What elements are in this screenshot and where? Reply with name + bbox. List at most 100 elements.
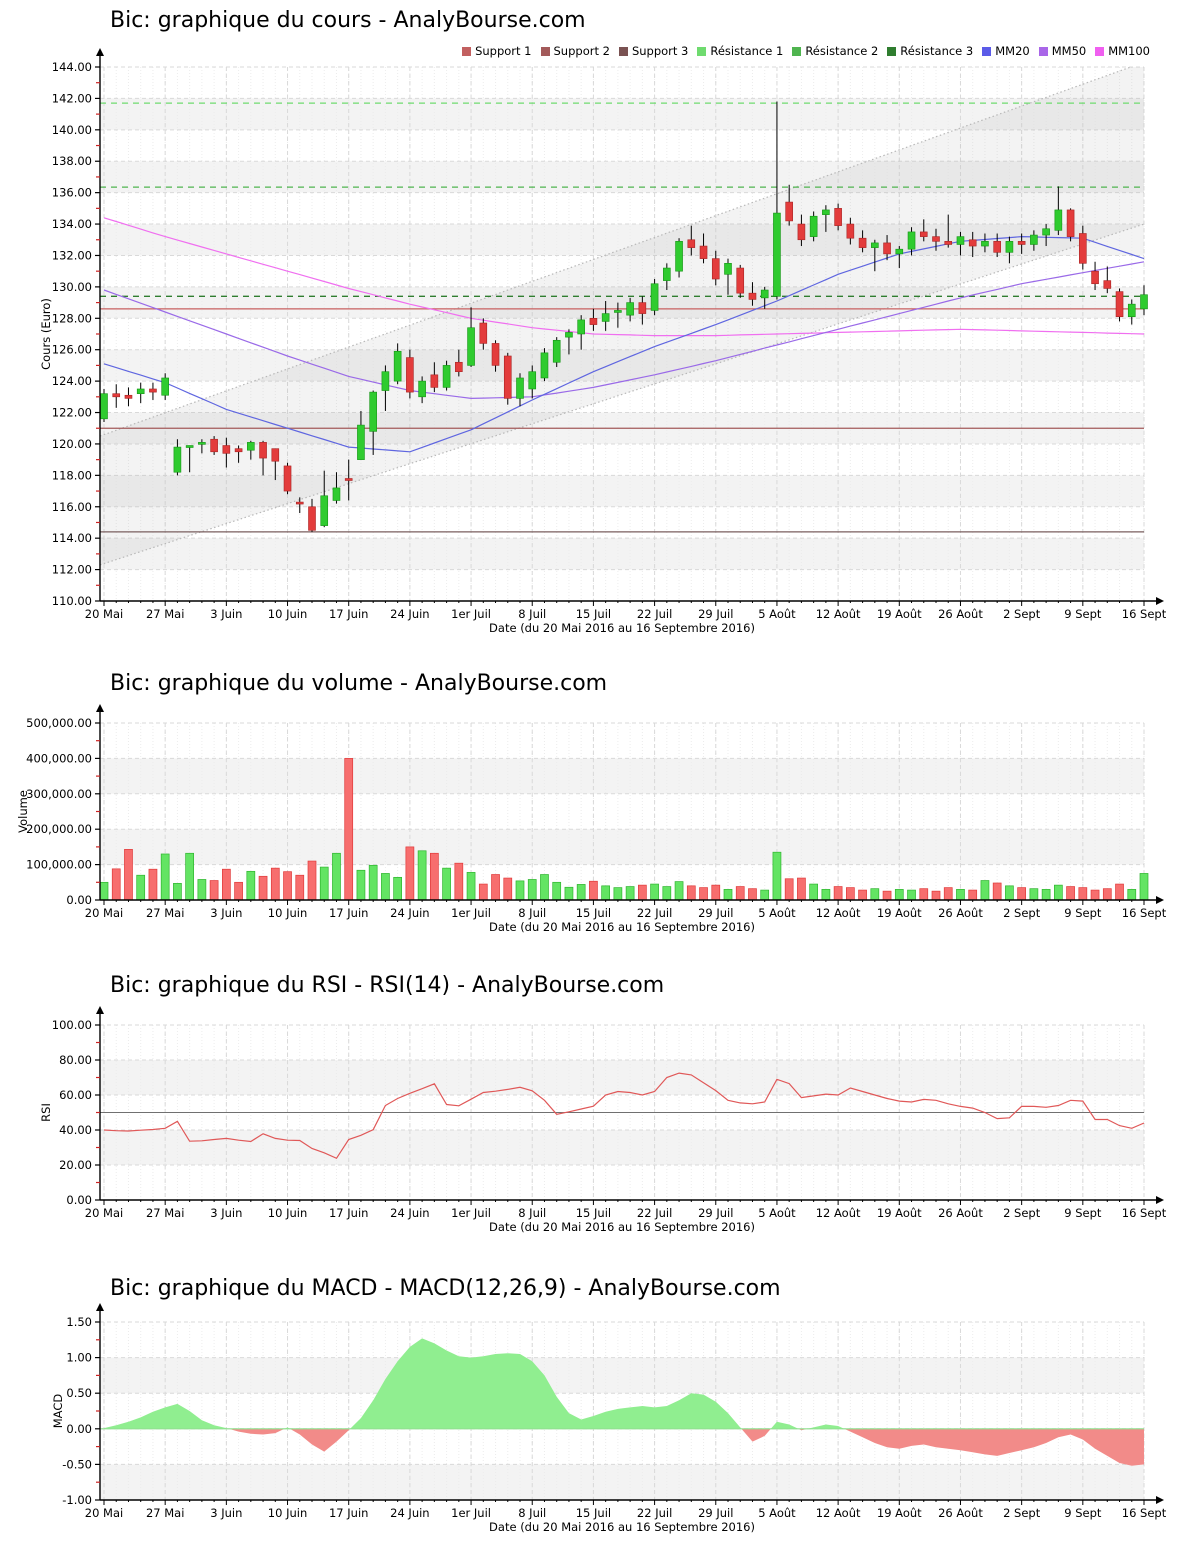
svg-text:9 Sept: 9 Sept: [1064, 906, 1102, 920]
legend-swatch-icon: [618, 46, 628, 56]
svg-text:Date (du 20 Mai 2016 au 16 Sep: Date (du 20 Mai 2016 au 16 Septembre 201…: [489, 920, 755, 934]
svg-text:124.00: 124.00: [52, 374, 92, 388]
legend-item-mm20: MM20: [982, 44, 1030, 58]
macd-chart: -1.00 -0.50 0.00 0.50 1.00 1.50 20 Mai 27 Mai 3 …: [51, 1303, 1167, 1534]
svg-text:130.00: 130.00: [52, 280, 92, 294]
legend-item-resistance-2: Résistance 2: [792, 44, 878, 58]
svg-text:17 Juin: 17 Juin: [329, 1206, 368, 1220]
svg-text:114.00: 114.00: [52, 531, 92, 545]
legend-label: MM20: [995, 44, 1030, 58]
svg-text:16 Sept: 16 Sept: [1122, 607, 1167, 621]
legend-item-support-3: Support 3: [618, 44, 689, 58]
mm50-line: [103, 261, 1145, 400]
svg-text:136.00: 136.00: [52, 186, 92, 200]
svg-text:17 Juin: 17 Juin: [329, 1506, 368, 1520]
svg-text:400,000.00: 400,000.00: [26, 751, 92, 765]
svg-text:22 Juil: 22 Juil: [637, 1206, 672, 1220]
svg-text:1.00: 1.00: [66, 1351, 92, 1365]
svg-text:22 Juil: 22 Juil: [637, 906, 672, 920]
legend-item-support-2: Support 2: [540, 44, 610, 58]
svg-text:-0.50: -0.50: [62, 1457, 92, 1471]
legend-swatch-icon: [1095, 46, 1105, 56]
svg-text:40.00: 40.00: [59, 1123, 92, 1137]
svg-text:1er Juil: 1er Juil: [451, 607, 491, 621]
rsi-chart-title: Bic: graphique du RSI - RSI(14) - AnalyB…: [110, 973, 665, 998]
svg-text:Cours (Euro): Cours (Euro): [39, 298, 53, 370]
svg-text:24 Juin: 24 Juin: [390, 1506, 429, 1520]
svg-text:0.50: 0.50: [66, 1386, 92, 1400]
svg-text:27 Mai: 27 Mai: [146, 1506, 184, 1520]
legend-swatch-icon: [540, 46, 550, 56]
svg-text:22 Juil: 22 Juil: [637, 607, 672, 621]
volume-y-grid: [100, 722, 1144, 901]
svg-text:100,000.00: 100,000.00: [26, 858, 92, 872]
svg-text:5 Août: 5 Août: [758, 1506, 796, 1520]
price-axes: 110.00 112.00 114.00 116.00 118.00 120.00 122.…: [39, 48, 1167, 635]
legend-item-resistance-1: Résistance 1: [697, 44, 783, 58]
svg-text:-1.00: -1.00: [62, 1493, 92, 1507]
svg-text:500,000.00: 500,000.00: [26, 716, 92, 730]
svg-text:26 Août: 26 Août: [938, 906, 983, 920]
svg-text:2 Sept: 2 Sept: [1003, 1506, 1041, 1520]
svg-text:24 Juin: 24 Juin: [390, 607, 429, 621]
svg-text:19 Août: 19 Août: [877, 1506, 922, 1520]
price-chart: 110.00 112.00 114.00 116.00 118.00 120.00 122.…: [39, 48, 1167, 635]
svg-text:8 Juil: 8 Juil: [518, 1506, 546, 1520]
svg-text:19 Août: 19 Août: [877, 906, 922, 920]
legend-swatch-icon: [792, 46, 802, 56]
svg-text:8 Juil: 8 Juil: [518, 906, 546, 920]
svg-text:300,000.00: 300,000.00: [26, 787, 92, 801]
svg-text:9 Sept: 9 Sept: [1064, 1506, 1102, 1520]
candlesticks: [100, 101, 1148, 532]
svg-text:Date (du 20 Mai 2016 au 16 Sep: Date (du 20 Mai 2016 au 16 Septembre 201…: [489, 621, 755, 635]
svg-text:144.00: 144.00: [52, 60, 92, 74]
legend-swatch-icon: [697, 46, 707, 56]
svg-text:20.00: 20.00: [59, 1158, 92, 1172]
svg-text:29 Juil: 29 Juil: [698, 607, 733, 621]
svg-text:2 Sept: 2 Sept: [1003, 1206, 1041, 1220]
svg-text:17 Juin: 17 Juin: [329, 607, 368, 621]
svg-text:0.00: 0.00: [66, 1193, 92, 1207]
legend-item-mm100: MM100: [1095, 44, 1150, 58]
svg-text:12 Août: 12 Août: [816, 906, 861, 920]
svg-text:20 Mai: 20 Mai: [85, 1506, 123, 1520]
svg-text:8 Juil: 8 Juil: [518, 607, 546, 621]
svg-text:Volume: Volume: [16, 790, 30, 833]
svg-text:20 Mai: 20 Mai: [85, 906, 123, 920]
svg-text:26 Août: 26 Août: [938, 1206, 983, 1220]
svg-text:5 Août: 5 Août: [758, 906, 796, 920]
rsi-line: [103, 1072, 1145, 1160]
rsi-axes: 0.00 20.00 40.00 60.00 80.00 100.00 20 Mai 27 M…: [39, 1006, 1167, 1234]
svg-text:140.00: 140.00: [52, 123, 92, 137]
legend-label: Support 1: [475, 44, 532, 58]
legend-swatch-icon: [1038, 46, 1048, 56]
legend-item-resistance-3: Résistance 3: [887, 44, 973, 58]
svg-text:29 Juil: 29 Juil: [698, 1206, 733, 1220]
rsi-chart: 0.00 20.00 40.00 60.00 80.00 100.00 20 Mai 27 M…: [39, 1006, 1167, 1234]
legend-label: Support 3: [631, 44, 689, 58]
svg-text:16 Sept: 16 Sept: [1122, 1506, 1167, 1520]
svg-text:27 Mai: 27 Mai: [146, 1206, 184, 1220]
volume-bands: [100, 758, 1144, 865]
svg-text:1er Juil: 1er Juil: [451, 906, 491, 920]
svg-text:80.00: 80.00: [59, 1053, 92, 1067]
svg-text:20 Mai: 20 Mai: [85, 607, 123, 621]
svg-text:122.00: 122.00: [52, 406, 92, 420]
svg-text:12 Août: 12 Août: [816, 607, 861, 621]
volume-day-grid: [103, 723, 1145, 900]
svg-text:60.00: 60.00: [59, 1088, 92, 1102]
svg-text:110.00: 110.00: [52, 594, 92, 608]
svg-text:120.00: 120.00: [52, 437, 92, 451]
svg-text:29 Juil: 29 Juil: [698, 1506, 733, 1520]
svg-text:5 Août: 5 Août: [758, 607, 796, 621]
macd-axes: -1.00 -0.50 0.00 0.50 1.00 1.50 20 Mai 27 Mai 3 …: [51, 1303, 1167, 1534]
svg-text:112.00: 112.00: [52, 563, 92, 577]
svg-text:20 Mai: 20 Mai: [85, 1206, 123, 1220]
svg-text:10 Juin: 10 Juin: [268, 1506, 307, 1520]
svg-text:1er Juil: 1er Juil: [451, 1206, 491, 1220]
svg-text:9 Sept: 9 Sept: [1064, 607, 1102, 621]
svg-text:16 Sept: 16 Sept: [1122, 906, 1167, 920]
legend-swatch-icon: [462, 46, 472, 56]
svg-text:Date (du 20 Mai 2016 au 16 Sep: Date (du 20 Mai 2016 au 16 Septembre 201…: [489, 1520, 755, 1534]
volume-chart-title: Bic: graphique du volume - AnalyBourse.c…: [110, 671, 608, 696]
